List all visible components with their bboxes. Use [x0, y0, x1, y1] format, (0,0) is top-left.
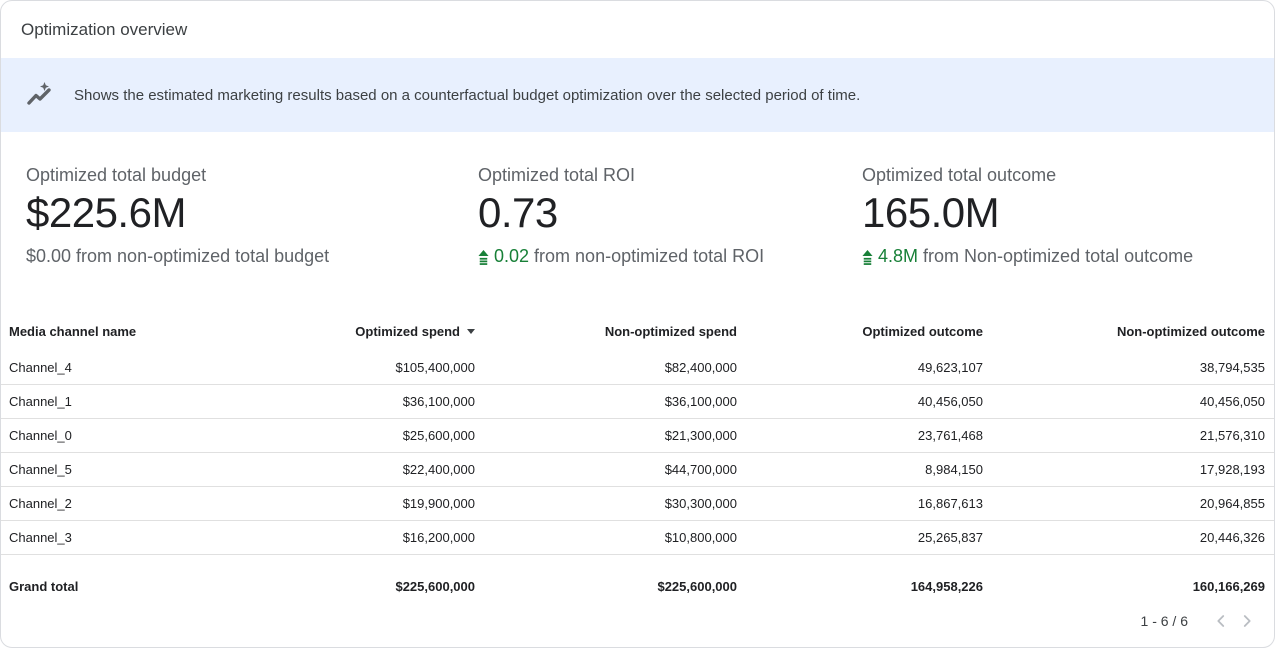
grand-total-non-optimized-outcome: 160,166,269 — [1192, 579, 1265, 594]
grand-total-row: Grand total $225,600,000 $225,600,000 16… — [1, 555, 1274, 601]
cell-optimized-spend: $19,900,000 — [241, 486, 475, 521]
kpi-label: Optimized total outcome — [862, 165, 1057, 185]
table-row: Channel_4 $105,400,000 $82,400,000 49,62… — [1, 351, 1274, 385]
cell-non-optimized-outcome: 38,794,535 — [983, 351, 1274, 385]
cell-optimized-outcome: 25,265,837 — [737, 520, 983, 555]
kpi-label: Optimized total ROI — [478, 165, 636, 185]
cell-channel-name: Channel_2 — [1, 486, 241, 521]
channel-table: Media channel name Optimized spend Non-o… — [1, 318, 1274, 600]
kpi-comparison: $0.00 from non-optimized total budget — [26, 244, 478, 268]
card-header: Optimization overview — [1, 1, 1274, 58]
cell-channel-name: Channel_1 — [1, 384, 241, 419]
cell-non-optimized-spend: $21,300,000 — [475, 418, 737, 453]
cell-non-optimized-spend: $30,300,000 — [475, 486, 737, 521]
cell-non-optimized-spend: $82,400,000 — [475, 351, 737, 385]
kpi-comparison-text: $0.00 from non-optimized total budget — [26, 246, 330, 266]
grand-total-optimized-spend: $225,600,000 — [395, 579, 475, 594]
cell-non-optimized-outcome: 20,964,855 — [983, 486, 1274, 521]
cell-optimized-outcome: 40,456,050 — [737, 384, 983, 419]
cell-channel-name: Channel_3 — [1, 520, 241, 555]
chevron-left-icon — [1217, 615, 1225, 627]
cell-non-optimized-outcome: 21,576,310 — [983, 418, 1274, 453]
insights-icon — [25, 81, 53, 109]
cell-optimized-spend: $105,400,000 — [241, 351, 475, 385]
kpi-comparison: 4.8M from Non-optimized total outcome — [862, 244, 1274, 268]
cell-channel-name: Channel_0 — [1, 418, 241, 453]
column-header-non-optimized-spend[interactable]: Non-optimized spend — [604, 324, 737, 339]
delta-up-icon — [862, 248, 873, 266]
cell-optimized-spend: $22,400,000 — [241, 452, 475, 487]
cell-optimized-outcome: 16,867,613 — [737, 486, 983, 521]
cell-non-optimized-outcome: 40,456,050 — [983, 384, 1274, 419]
cell-optimized-spend: $36,100,000 — [241, 384, 475, 419]
next-page-button[interactable] — [1234, 608, 1260, 634]
cell-optimized-spend: $16,200,000 — [241, 520, 475, 555]
table-row: Channel_1 $36,100,000 $36,100,000 40,456… — [1, 384, 1274, 419]
kpi-optimized-total-outcome: Optimized total outcome 165.0M 4.8M from… — [862, 164, 1274, 268]
kpi-value: 165.0M — [862, 189, 1000, 236]
page-title: Optimization overview — [21, 19, 188, 39]
kpi-comparison: 0.02 from non-optimized total ROI — [478, 244, 862, 268]
cell-non-optimized-outcome: 17,928,193 — [983, 452, 1274, 487]
kpi-optimized-total-roi: Optimized total ROI 0.73 0.02 from non-o… — [478, 164, 862, 268]
kpi-value: 0.73 — [478, 189, 558, 236]
cell-optimized-outcome: 8,984,150 — [737, 452, 983, 487]
page-range-label: 1 - 6 / 6 — [1140, 613, 1188, 629]
cell-optimized-spend: $25,600,000 — [241, 418, 475, 453]
sort-descending-icon — [467, 329, 475, 334]
kpi-label: Optimized total budget — [26, 165, 207, 185]
banner-description: Shows the estimated marketing results ba… — [74, 86, 861, 104]
column-header-non-optimized-outcome[interactable]: Non-optimized outcome — [1116, 324, 1265, 339]
cell-non-optimized-spend: $10,800,000 — [475, 520, 737, 555]
column-header-optimized-outcome[interactable]: Optimized outcome — [862, 324, 983, 339]
chevron-right-icon — [1243, 615, 1251, 627]
pagination: 1 - 6 / 6 — [1, 600, 1274, 634]
table-row: Channel_2 $19,900,000 $30,300,000 16,867… — [1, 486, 1274, 521]
kpi-delta-value: 0.02 — [494, 246, 530, 266]
kpi-value: $225.6M — [26, 189, 186, 236]
cell-non-optimized-spend: $36,100,000 — [475, 384, 737, 419]
cell-optimized-outcome: 49,623,107 — [737, 351, 983, 385]
info-banner: Shows the estimated marketing results ba… — [1, 58, 1274, 132]
column-header-optimized-spend[interactable]: Optimized spend — [241, 318, 475, 351]
table-row: Channel_3 $16,200,000 $10,800,000 25,265… — [1, 520, 1274, 555]
cell-channel-name: Channel_5 — [1, 452, 241, 487]
previous-page-button[interactable] — [1208, 608, 1234, 634]
kpi-comparison-text: from non-optimized total ROI — [534, 246, 765, 266]
column-header-media-channel-name[interactable]: Media channel name — [9, 324, 137, 339]
table-row: Channel_0 $25,600,000 $21,300,000 23,761… — [1, 418, 1274, 453]
kpi-comparison-text: from Non-optimized total outcome — [923, 246, 1194, 266]
kpi-optimized-total-budget: Optimized total budget $225.6M $0.00 fro… — [26, 164, 478, 268]
kpi-delta-value: 4.8M — [878, 246, 919, 266]
delta-up-icon — [478, 248, 489, 266]
cell-non-optimized-spend: $44,700,000 — [475, 452, 737, 487]
table-row: Channel_5 $22,400,000 $44,700,000 8,984,… — [1, 452, 1274, 487]
grand-total-label: Grand total — [9, 579, 79, 594]
table-header-row: Media channel name Optimized spend Non-o… — [1, 318, 1274, 351]
cell-non-optimized-outcome: 20,446,326 — [983, 520, 1274, 555]
kpi-row: Optimized total budget $225.6M $0.00 fro… — [1, 132, 1274, 268]
grand-total-optimized-outcome: 164,958,226 — [910, 579, 983, 594]
grand-total-non-optimized-spend: $225,600,000 — [657, 579, 737, 594]
cell-optimized-outcome: 23,761,468 — [737, 418, 983, 453]
cell-channel-name: Channel_4 — [1, 351, 241, 385]
